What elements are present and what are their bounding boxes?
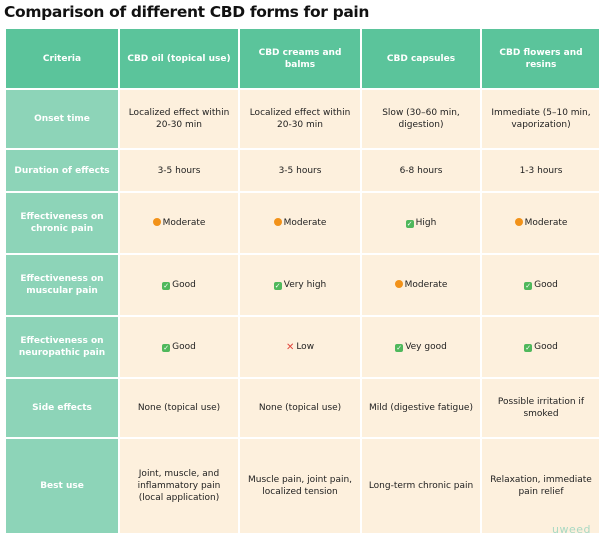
table-row: Effectiveness on neuropathic pain ✓ Good … [6, 317, 599, 377]
table-row: Duration of effects 3-5 hours 3-5 hours … [6, 150, 599, 191]
column-header-cbd-creams: CBD creams and balms [240, 29, 360, 88]
orange-dot-icon [273, 218, 282, 226]
table-cell: Relaxation, immediate pain relief [482, 439, 599, 533]
row-header: Effectiveness on chronic pain [6, 193, 118, 253]
cell-text: Moderate [283, 218, 327, 228]
cell-text: Immediate (5–10 min, vaporization) [491, 108, 591, 130]
cell-text: Vey good [405, 342, 447, 352]
check-icon: ✓ [405, 220, 414, 228]
table-cell: Muscle pain, joint pain, localized tensi… [240, 439, 360, 533]
row-header: Onset time [6, 90, 118, 148]
table-cell: Moderate [120, 193, 238, 253]
cell-text: Moderate [162, 218, 206, 228]
table-cell: Possible irritation if smoked [482, 379, 599, 437]
column-header-cbd-flowers: CBD flowers and resins [482, 29, 599, 88]
table-cell: ✕ Low [240, 317, 360, 377]
cell-text: Long-term chronic pain [368, 481, 474, 491]
table-cell: Moderate [482, 193, 599, 253]
check-icon: ✓ [524, 344, 533, 352]
cell-text: Moderate [524, 218, 568, 228]
row-header: Side effects [6, 379, 118, 437]
cell-text: Possible irritation if smoked [497, 397, 585, 419]
header-row: Criteria CBD oil (topical use) CBD cream… [6, 29, 599, 88]
table-cell: Mild (digestive fatigue) [362, 379, 480, 437]
table-cell: Localized effect within 20-30 min [120, 90, 238, 148]
row-header: Best use [6, 439, 118, 533]
cell-text: Relaxation, immediate pain relief [490, 475, 592, 497]
check-icon: ✓ [395, 344, 404, 352]
cross-icon: ✕ [285, 341, 295, 353]
table-cell: None (topical use) [240, 379, 360, 437]
table-cell: ✓ Good [120, 317, 238, 377]
check-icon: ✓ [162, 282, 171, 290]
table-row: Effectiveness on chronic pain Moderate M… [6, 193, 599, 253]
table-cell: Localized effect within 20-30 min [240, 90, 360, 148]
cell-text: Good [534, 280, 558, 290]
table-cell: Immediate (5–10 min, vaporization) [482, 90, 599, 148]
check-icon: ✓ [524, 282, 533, 290]
cell-text: None (topical use) [137, 403, 221, 413]
cell-text: 3-5 hours [157, 165, 201, 176]
column-header-cbd-capsules: CBD capsules [362, 29, 480, 88]
comparison-table: Criteria CBD oil (topical use) CBD cream… [4, 27, 599, 535]
column-header-cbd-oil: CBD oil (topical use) [120, 29, 238, 88]
cell-text: Good [172, 342, 196, 352]
table-cell: 3-5 hours [240, 150, 360, 191]
row-header: Effectiveness on neuropathic pain [6, 317, 118, 377]
table-row: Best use Joint, muscle, and inflammatory… [6, 439, 599, 533]
cell-text: High [415, 218, 437, 228]
cell-text: Good [534, 342, 558, 352]
table-row: Effectiveness on muscular pain ✓ Good ✓ Ve… [6, 255, 599, 315]
table-cell: ✓ Very high [240, 255, 360, 315]
table-row: Onset time Localized effect within 20-30… [6, 90, 599, 148]
cell-text: 3-5 hours [278, 165, 322, 176]
table-cell: ✓ Good [482, 317, 599, 377]
column-header-criteria: Criteria [6, 29, 118, 88]
cell-text: Joint, muscle, and inflammatory pain (lo… [137, 469, 221, 503]
check-icon: ✓ [273, 282, 282, 290]
row-header: Effectiveness on muscular pain [6, 255, 118, 315]
row-header: Duration of effects [6, 150, 118, 191]
table-row: Side effects None (topical use) None (to… [6, 379, 599, 437]
cell-text: None (topical use) [258, 403, 342, 413]
table-cell: Joint, muscle, and inflammatory pain (lo… [120, 439, 238, 533]
table-cell: 1-3 hours [482, 150, 599, 191]
orange-dot-icon [152, 218, 161, 226]
orange-dot-icon [394, 280, 403, 288]
table-cell: Moderate [240, 193, 360, 253]
table-cell: ✓ High [362, 193, 480, 253]
table-cell: ✓ Vey good [362, 317, 480, 377]
cell-text: Good [172, 280, 196, 290]
table-cell: ✓ Good [120, 255, 238, 315]
cell-text: Localized effect within 20-30 min [249, 108, 351, 130]
page-title: Comparison of different CBD forms for pa… [4, 3, 370, 21]
cell-text: Muscle pain, joint pain, localized tensi… [247, 475, 353, 497]
table-cell: Long-term chronic pain [362, 439, 480, 533]
table-cell: 3-5 hours [120, 150, 238, 191]
table-cell: Moderate [362, 255, 480, 315]
cell-text: 1-3 hours [519, 165, 563, 176]
table-cell: ✓ Good [482, 255, 599, 315]
orange-dot-icon [514, 218, 523, 226]
cell-text: 6-8 hours [399, 165, 443, 176]
cell-text: Localized effect within 20-30 min [128, 108, 230, 130]
brand-logo: uweed [552, 523, 591, 536]
cell-text: Mild (digestive fatigue) [369, 403, 473, 413]
table-cell: None (topical use) [120, 379, 238, 437]
cell-text: Very high [283, 280, 327, 290]
table-cell: Slow (30–60 min, digestion) [362, 90, 480, 148]
cell-text: Slow (30–60 min, digestion) [382, 108, 460, 130]
table-cell: 6-8 hours [362, 150, 480, 191]
cell-text: Low [296, 341, 315, 352]
check-icon: ✓ [162, 344, 171, 352]
cell-text: Moderate [404, 280, 448, 290]
